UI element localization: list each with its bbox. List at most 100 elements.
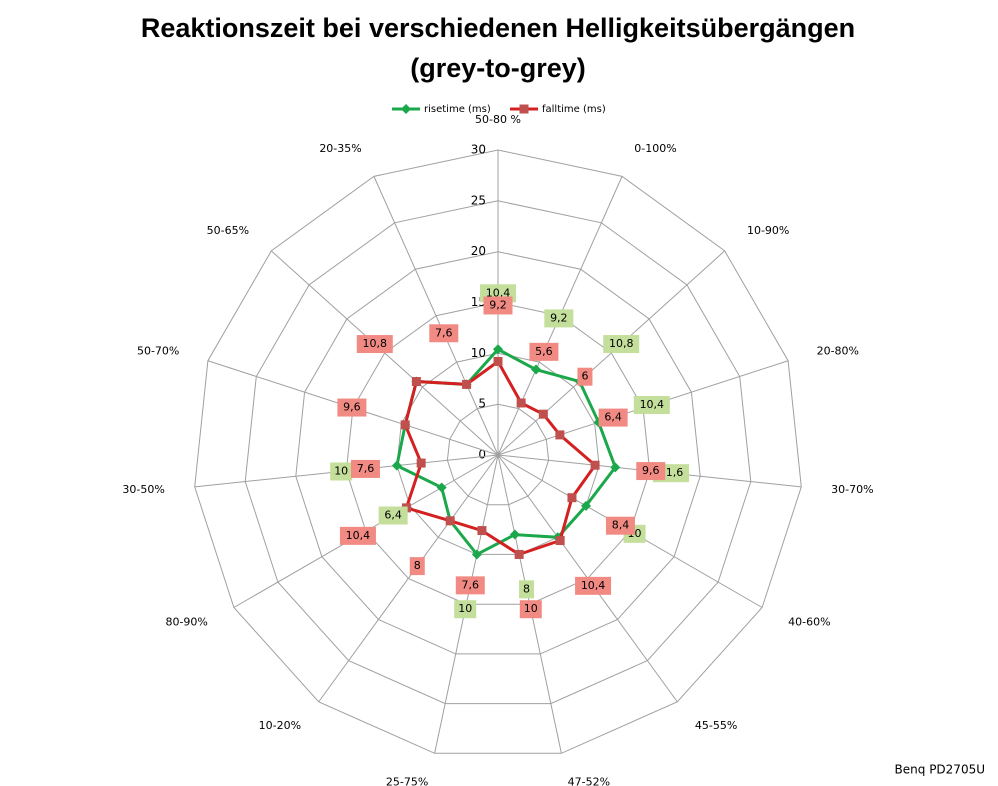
marker: [531, 364, 542, 375]
legend-label: falltime (ms): [542, 104, 606, 115]
category-label: 50-65%: [207, 224, 249, 237]
marker: [493, 344, 503, 355]
value-label: 8: [523, 582, 530, 595]
label-box: [339, 526, 376, 545]
marker: [493, 356, 503, 366]
value-label: 10: [458, 602, 472, 615]
marker: [477, 526, 487, 536]
value-label: 10,8: [363, 337, 388, 350]
r-tick-label: 0: [478, 448, 486, 462]
value-label: 10: [334, 464, 348, 477]
label-box: [598, 408, 628, 427]
r-tick-label: 30: [471, 143, 486, 157]
value-label: 6: [581, 370, 588, 383]
label-box: [429, 324, 459, 343]
r-tick-label: 10: [471, 346, 486, 360]
marker: [538, 409, 548, 419]
value-label: 10: [524, 602, 538, 615]
marker: [555, 536, 565, 546]
marker: [436, 482, 447, 493]
value-label: 8,4: [612, 519, 630, 532]
label-box: [575, 576, 612, 595]
spoke: [318, 454, 499, 703]
marker: [400, 420, 410, 430]
legend-marker: [519, 104, 529, 114]
label-box: [544, 309, 574, 328]
category-label: 45-55%: [695, 719, 737, 732]
marker: [581, 500, 592, 511]
marker: [610, 462, 621, 473]
label-box: [519, 580, 535, 599]
spoke: [373, 176, 499, 456]
label-box: [529, 342, 559, 361]
label-box: [636, 462, 666, 481]
category-label: 50-80 %: [475, 113, 521, 126]
grid-ring: [396, 352, 600, 555]
label-box: [409, 557, 425, 576]
value-label: 8: [414, 559, 421, 572]
marker: [516, 398, 526, 408]
label-box: [577, 367, 593, 386]
grid-ring: [194, 149, 802, 754]
value-label: 10,4: [486, 286, 511, 299]
label-box: [519, 600, 542, 619]
label-box: [330, 462, 353, 481]
label-box: [356, 335, 393, 354]
category-label: 47-52%: [568, 776, 610, 786]
value-label: 7,6: [435, 326, 453, 339]
value-label: 6,4: [604, 411, 622, 424]
category-label: 20-35%: [319, 142, 361, 155]
marker: [445, 516, 455, 526]
value-label: 6,4: [384, 509, 402, 522]
label-box: [337, 398, 367, 417]
label-box: [455, 576, 485, 595]
value-label: 9,6: [642, 464, 660, 477]
label-box: [378, 506, 408, 525]
marker: [555, 430, 565, 440]
marker: [391, 460, 402, 471]
value-label: 9,2: [489, 298, 507, 311]
category-label: 50-70%: [137, 344, 179, 357]
label-box: [603, 335, 640, 354]
label-box: [350, 459, 380, 478]
chart-title: (grey-to-grey): [410, 53, 586, 83]
grid-ring: [345, 301, 651, 605]
grid-ring: [295, 251, 701, 655]
value-label: 5,6: [535, 345, 553, 358]
category-label: 10-90%: [747, 224, 789, 237]
value-label: 7,6: [462, 578, 480, 591]
value-label: 9,2: [550, 311, 568, 324]
series-line: [403, 359, 598, 557]
chart-title: Reaktionszeit bei verschiedenen Helligke…: [141, 13, 855, 43]
marker: [471, 549, 482, 560]
value-label: 10,8: [609, 337, 634, 350]
category-label: 10-20%: [259, 719, 301, 732]
label-box: [605, 516, 635, 535]
value-label: 10,4: [346, 529, 371, 542]
label-box: [454, 600, 477, 619]
marker: [514, 549, 524, 559]
category-label: 25-75%: [386, 776, 428, 786]
category-label: 40-60%: [788, 616, 830, 629]
value-label: 9,6: [343, 401, 361, 414]
r-tick-label: 5: [478, 397, 486, 411]
marker: [462, 379, 472, 389]
footnote: Benq PD2705U: [895, 763, 985, 777]
marker: [590, 460, 600, 470]
category-label: 80-90%: [165, 616, 207, 629]
category-label: 30-50%: [122, 483, 164, 496]
marker: [567, 493, 577, 503]
marker: [416, 458, 426, 468]
marker: [411, 377, 421, 387]
legend-label: risetime (ms): [424, 104, 491, 115]
value-label: 10,4: [640, 398, 665, 411]
category-label: 0-100%: [634, 142, 676, 155]
label-box: [483, 296, 513, 315]
legend-marker: [401, 104, 411, 114]
value-label: 7,6: [357, 462, 375, 475]
grid-ring: [244, 200, 752, 705]
value-label: 10,4: [581, 579, 606, 592]
marker: [509, 529, 520, 540]
label-box: [633, 396, 670, 415]
